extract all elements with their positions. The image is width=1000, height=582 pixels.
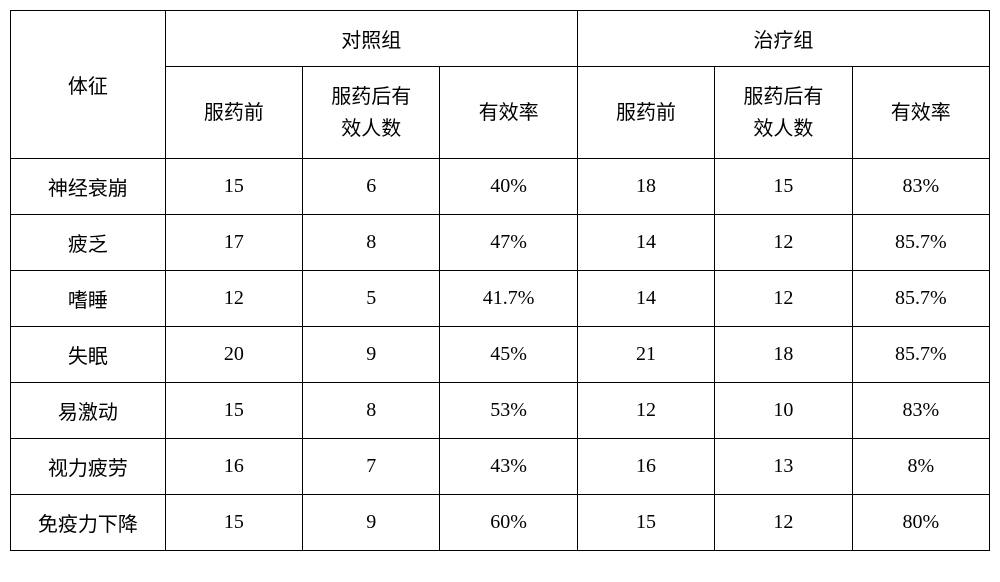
cell-g2-after: 12: [715, 215, 852, 271]
cell-g2-rate: 83%: [852, 383, 989, 439]
cell-g1-rate: 40%: [440, 159, 577, 215]
header-g1-rate: 有效率: [440, 67, 577, 159]
header-group1: 对照组: [165, 11, 577, 67]
cell-g1-after: 8: [303, 215, 440, 271]
cell-g2-rate: 80%: [852, 495, 989, 551]
cell-g2-before: 18: [577, 159, 714, 215]
cell-g1-rate: 47%: [440, 215, 577, 271]
cell-symptom: 失眠: [11, 327, 166, 383]
table-body: 神经衰崩 15 6 40% 18 15 83% 疲乏 17 8 47% 14 1…: [11, 159, 990, 551]
table-row: 嗜睡 12 5 41.7% 14 12 85.7%: [11, 271, 990, 327]
cell-g1-after: 9: [303, 495, 440, 551]
cell-g1-rate: 41.7%: [440, 271, 577, 327]
cell-g2-before: 14: [577, 271, 714, 327]
cell-g1-rate: 60%: [440, 495, 577, 551]
cell-g1-before: 20: [165, 327, 302, 383]
cell-g2-rate: 83%: [852, 159, 989, 215]
comparison-table-container: 体征 对照组 治疗组 服药前 服药后有效人数 有效率 服药前 服药后有效人数 有…: [10, 10, 990, 551]
cell-g1-rate: 53%: [440, 383, 577, 439]
cell-g2-after: 10: [715, 383, 852, 439]
table-row: 神经衰崩 15 6 40% 18 15 83%: [11, 159, 990, 215]
cell-g1-after: 5: [303, 271, 440, 327]
table-row: 失眠 20 9 45% 21 18 85.7%: [11, 327, 990, 383]
cell-g2-before: 12: [577, 383, 714, 439]
cell-g2-before: 15: [577, 495, 714, 551]
cell-g1-rate: 43%: [440, 439, 577, 495]
header-group2: 治疗组: [577, 11, 989, 67]
cell-g1-before: 12: [165, 271, 302, 327]
cell-g2-before: 21: [577, 327, 714, 383]
header-g2-after: 服药后有效人数: [715, 67, 852, 159]
cell-g2-after: 12: [715, 495, 852, 551]
header-g1-after: 服药后有效人数: [303, 67, 440, 159]
cell-g1-rate: 45%: [440, 327, 577, 383]
table-row: 易激动 15 8 53% 12 10 83%: [11, 383, 990, 439]
cell-g2-rate: 85.7%: [852, 215, 989, 271]
cell-symptom: 视力疲劳: [11, 439, 166, 495]
cell-g2-after: 18: [715, 327, 852, 383]
header-symptom: 体征: [11, 11, 166, 159]
cell-g1-after: 7: [303, 439, 440, 495]
cell-symptom: 神经衰崩: [11, 159, 166, 215]
cell-g1-before: 16: [165, 439, 302, 495]
cell-symptom: 嗜睡: [11, 271, 166, 327]
cell-g2-rate: 85.7%: [852, 271, 989, 327]
cell-symptom: 疲乏: [11, 215, 166, 271]
cell-g1-before: 15: [165, 495, 302, 551]
cell-g1-before: 17: [165, 215, 302, 271]
cell-g1-after: 8: [303, 383, 440, 439]
cell-g2-rate: 85.7%: [852, 327, 989, 383]
cell-g2-rate: 8%: [852, 439, 989, 495]
table-row: 疲乏 17 8 47% 14 12 85.7%: [11, 215, 990, 271]
table-row: 免疫力下降 15 9 60% 15 12 80%: [11, 495, 990, 551]
table-header: 体征 对照组 治疗组 服药前 服药后有效人数 有效率 服药前 服药后有效人数 有…: [11, 11, 990, 159]
header-g2-rate: 有效率: [852, 67, 989, 159]
cell-g2-after: 12: [715, 271, 852, 327]
cell-g2-after: 13: [715, 439, 852, 495]
cell-g2-before: 16: [577, 439, 714, 495]
cell-g2-after: 15: [715, 159, 852, 215]
cell-symptom: 免疫力下降: [11, 495, 166, 551]
cell-g2-before: 14: [577, 215, 714, 271]
cell-g1-after: 9: [303, 327, 440, 383]
cell-g1-before: 15: [165, 383, 302, 439]
header-g2-before: 服药前: [577, 67, 714, 159]
cell-g1-after: 6: [303, 159, 440, 215]
cell-symptom: 易激动: [11, 383, 166, 439]
header-g1-before: 服药前: [165, 67, 302, 159]
comparison-table: 体征 对照组 治疗组 服药前 服药后有效人数 有效率 服药前 服药后有效人数 有…: [10, 10, 990, 551]
cell-g1-before: 15: [165, 159, 302, 215]
header-row-groups: 体征 对照组 治疗组: [11, 11, 990, 67]
table-row: 视力疲劳 16 7 43% 16 13 8%: [11, 439, 990, 495]
